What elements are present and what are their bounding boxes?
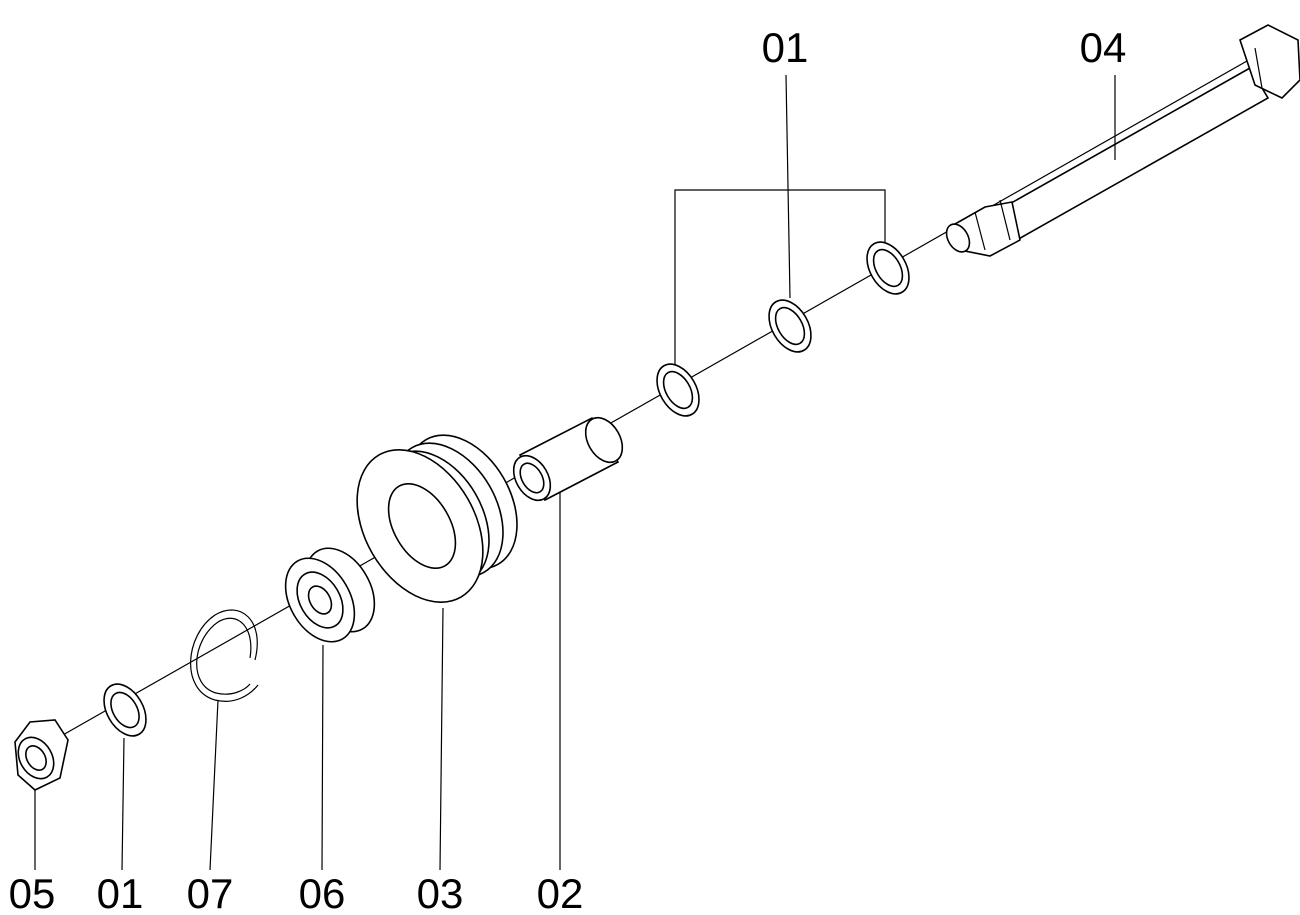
part-label: 06 — [299, 870, 346, 915]
part-label: 01 — [762, 24, 809, 71]
washer — [103, 683, 147, 737]
part-label: 01 — [97, 870, 144, 915]
part-label: 02 — [537, 870, 584, 915]
part-label: 07 — [187, 870, 234, 915]
washers — [656, 241, 910, 417]
circlip — [190, 609, 259, 702]
part-label: 04 — [1080, 24, 1127, 71]
part-label: 05 — [9, 870, 56, 915]
leader-lines — [34, 74, 1116, 871]
part-label: 03 — [417, 870, 464, 915]
pulley — [356, 434, 518, 603]
nut — [14, 719, 69, 791]
bearing — [284, 547, 376, 643]
bolt — [945, 24, 1300, 257]
axis-line — [39, 44, 1276, 749]
bushing — [512, 416, 624, 502]
